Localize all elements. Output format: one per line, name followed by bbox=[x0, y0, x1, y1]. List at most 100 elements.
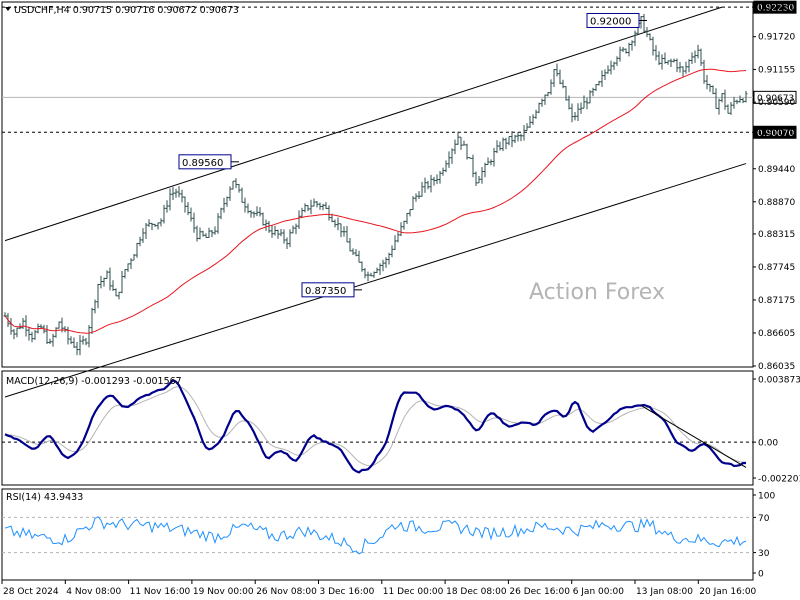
ohlc-bar bbox=[108, 267, 112, 291]
ohlc-bar bbox=[549, 79, 553, 95]
rsi-header-text: RSI(14) 43.9433 bbox=[6, 492, 83, 503]
ohlc-bar bbox=[441, 167, 445, 176]
ohlc-bar bbox=[714, 88, 718, 109]
ohlc-bar bbox=[723, 89, 727, 110]
ohlc-bar bbox=[564, 86, 568, 101]
rsi-tick-label: 70 bbox=[758, 514, 770, 524]
ohlc-bar bbox=[720, 93, 724, 103]
ohlc-bar bbox=[231, 180, 235, 190]
ohlc-bar bbox=[378, 263, 382, 276]
ohlc-bar bbox=[24, 315, 28, 337]
ohlc-bar bbox=[708, 83, 712, 92]
ohlc-bar bbox=[198, 227, 202, 240]
level-label: 0.89560 bbox=[182, 158, 223, 169]
price-panel-frame bbox=[1, 1, 754, 368]
ohlc-bar bbox=[210, 229, 214, 238]
ohlc-bar bbox=[393, 235, 397, 251]
ohlc-bar bbox=[504, 137, 508, 150]
ohlc-bar bbox=[651, 36, 655, 56]
ohlc-bar bbox=[639, 16, 643, 29]
ohlc-bar bbox=[45, 325, 49, 345]
ohlc-bar bbox=[702, 59, 706, 84]
ohlc-bar bbox=[282, 229, 286, 244]
time-tick-label: 20 Jan 16:00 bbox=[699, 587, 756, 597]
ohlc-bar bbox=[453, 139, 457, 155]
ohlc-bar bbox=[105, 270, 109, 279]
ohlc-bar bbox=[423, 177, 427, 193]
ohlc-bar bbox=[507, 136, 511, 146]
price-tick-label: 0.90590 bbox=[758, 98, 795, 108]
ohlc-bar bbox=[243, 197, 247, 213]
level-label: 0.92000 bbox=[590, 16, 631, 27]
ohlc-bar bbox=[420, 181, 424, 197]
price-moving-average-line bbox=[4, 68, 747, 334]
ohlc-bar bbox=[150, 222, 154, 231]
ohlc-bar bbox=[153, 223, 157, 227]
ohlc-bar bbox=[183, 196, 187, 213]
rsi-level-lines bbox=[2, 516, 753, 554]
ohlc-bar bbox=[72, 337, 76, 348]
ohlc-bar bbox=[249, 210, 253, 218]
macd-tick-label: -0.002201 bbox=[758, 475, 800, 485]
time-tick-label: 11 Nov 16:00 bbox=[130, 587, 191, 597]
ohlc-bar bbox=[519, 133, 523, 142]
ohlc-bar bbox=[234, 178, 238, 189]
time-tick-label: 26 Dec 16:00 bbox=[509, 587, 570, 597]
ohlc-bar bbox=[162, 204, 166, 224]
time-tick-label: 18 Dec 08:00 bbox=[446, 587, 507, 597]
ohlc-bar bbox=[327, 205, 331, 221]
ohlc-bar bbox=[624, 48, 628, 54]
ohlc-bar bbox=[384, 257, 388, 268]
price-tick-label: 0.87175 bbox=[758, 296, 795, 306]
ohlc-bar bbox=[741, 98, 745, 104]
ohlc-bar bbox=[525, 123, 529, 131]
ohlc-bar bbox=[477, 176, 481, 184]
ohlc-bar bbox=[318, 202, 322, 210]
ohlc-bar bbox=[228, 186, 232, 201]
ohlc-bar bbox=[285, 237, 289, 250]
ohlc-bar bbox=[216, 213, 220, 234]
ohlc-bar bbox=[633, 30, 637, 47]
ohlc-bar bbox=[222, 197, 226, 213]
ohlc-bar bbox=[576, 103, 580, 121]
ohlc-bar bbox=[270, 224, 274, 238]
price-tick-label: 0.88315 bbox=[758, 230, 795, 240]
ohlc-bar bbox=[396, 232, 400, 243]
ohlc-bar bbox=[366, 271, 370, 282]
ohlc-bar bbox=[387, 252, 391, 265]
ohlc-bar bbox=[78, 335, 82, 356]
time-tick-label: 4 Nov 08:00 bbox=[66, 587, 121, 597]
ohlc-bar bbox=[627, 42, 631, 57]
ohlc-bar bbox=[177, 186, 181, 198]
ohlc-bar bbox=[102, 277, 106, 287]
macd-panel-frame bbox=[1, 370, 754, 486]
ohlc-bar bbox=[630, 40, 634, 51]
ohlc-bar bbox=[171, 186, 175, 201]
ohlc-bar bbox=[381, 259, 385, 272]
ohlc-bar bbox=[297, 210, 301, 230]
ohlc-bar bbox=[426, 180, 430, 190]
ohlc-bar bbox=[588, 90, 592, 104]
ohlc-bar bbox=[309, 199, 313, 215]
ohlc-bar bbox=[189, 207, 193, 222]
price-tick-label: 0.86605 bbox=[758, 329, 795, 339]
ohlc-bar bbox=[258, 207, 262, 217]
ohlc-bar bbox=[699, 48, 703, 66]
ohlc-bar bbox=[567, 95, 571, 110]
ohlc-bar bbox=[552, 69, 556, 88]
ohlc-bar bbox=[621, 46, 625, 52]
rsi-line bbox=[4, 516, 747, 555]
time-tick-label: 3 Dec 16:00 bbox=[320, 587, 375, 597]
ohlc-bar bbox=[351, 248, 355, 255]
ohlc-bar bbox=[483, 162, 487, 178]
price-tick-label: 0.91720 bbox=[758, 33, 795, 43]
time-tick-label: 19 Nov 00:00 bbox=[193, 587, 254, 597]
channel-lower-line bbox=[4, 163, 747, 398]
ohlc-bar bbox=[87, 325, 91, 348]
ohlc-bar bbox=[480, 166, 484, 184]
price-tick-label: 0.90070 bbox=[758, 128, 795, 138]
ohlc-bar bbox=[537, 102, 541, 114]
ohlc-bar bbox=[276, 229, 280, 239]
